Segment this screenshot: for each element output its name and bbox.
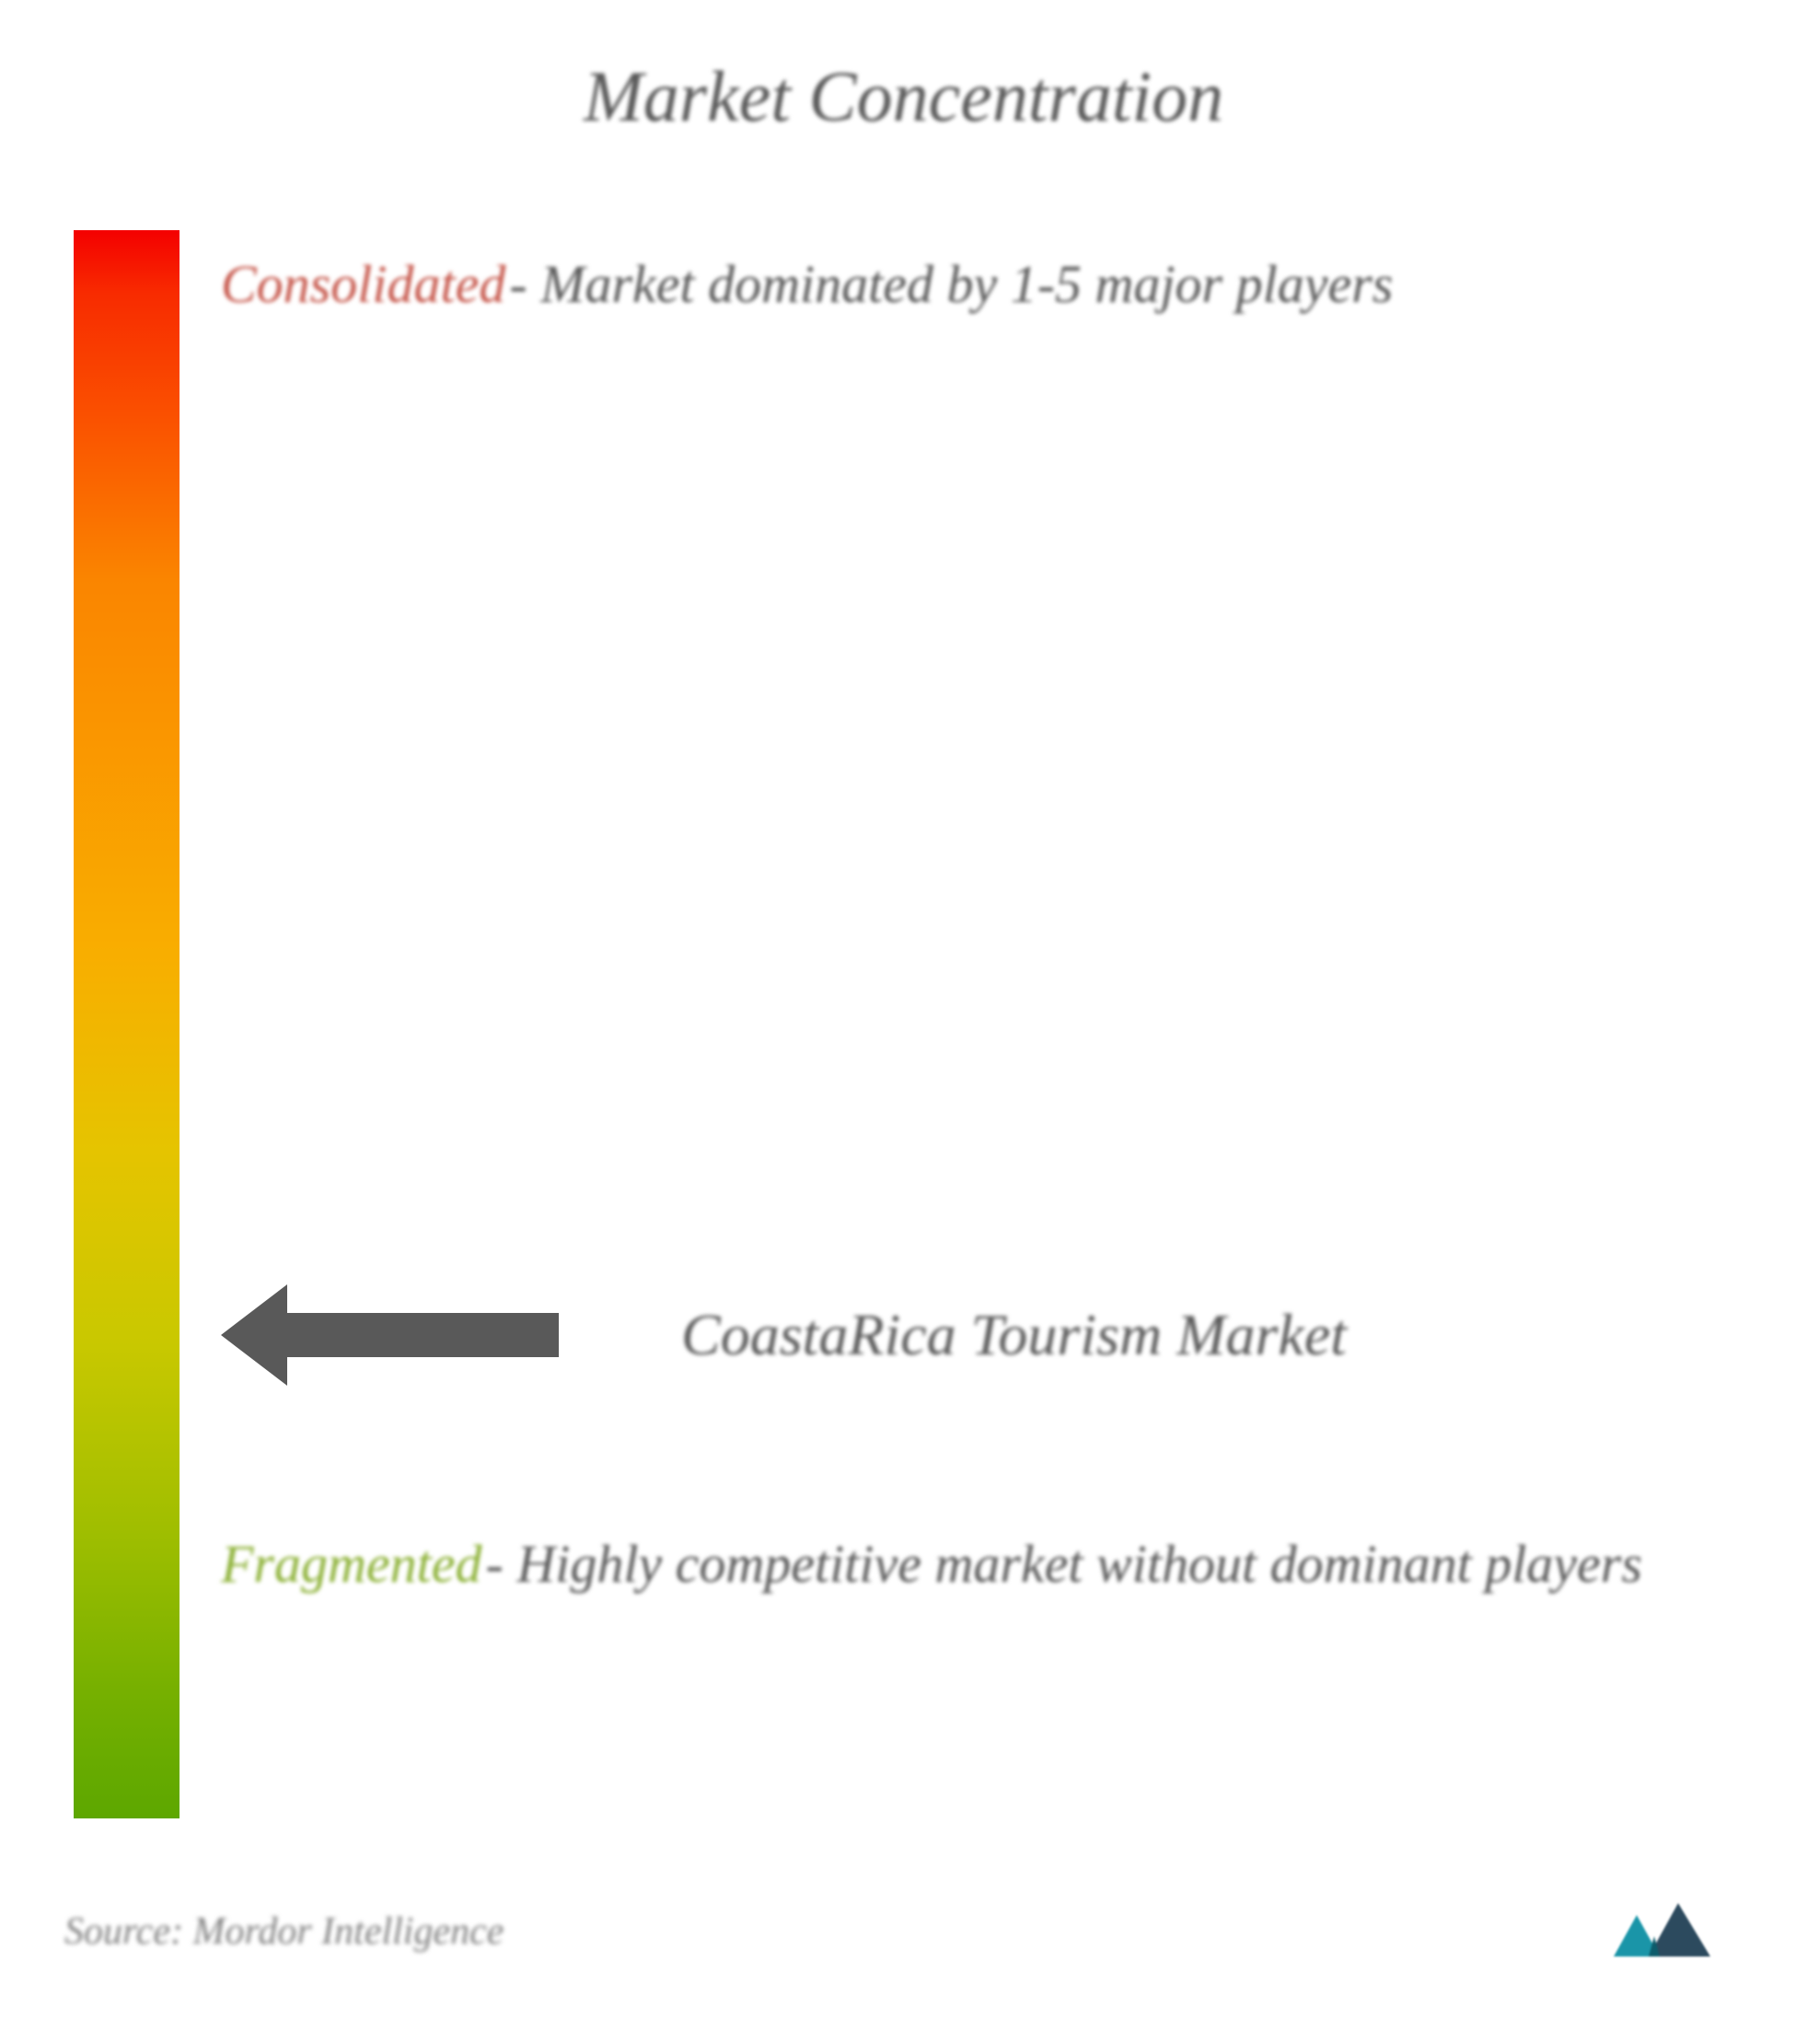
arrow-shaft xyxy=(287,1313,559,1357)
left-arrow-icon xyxy=(221,1284,571,1386)
logo-icon xyxy=(1604,1892,1743,1970)
labels-area: Consolidated - Market dominated by 1-5 m… xyxy=(180,212,1752,1823)
arrow-head xyxy=(221,1284,287,1386)
fragmented-description: - Highly competitive market without domi… xyxy=(486,1534,1642,1594)
consolidated-label: Consolidated xyxy=(221,254,505,314)
fragmented-block: Fragmented - Highly competitive market w… xyxy=(221,1519,1715,1610)
consolidated-description: - Market dominated by 1-5 major players xyxy=(509,254,1393,314)
footer: Source: Mordor Intelligence xyxy=(64,1892,1743,1970)
concentration-gradient-bar xyxy=(74,230,180,1818)
market-name: CoastaRica Tourism Market xyxy=(681,1301,1347,1369)
page-title: Market Concentration xyxy=(55,55,1752,138)
infographic-container: Market Concentration Consolidated - Mark… xyxy=(0,0,1807,2044)
consolidated-block: Consolidated - Market dominated by 1-5 m… xyxy=(221,239,1715,331)
source-text: Source: Mordor Intelligence xyxy=(64,1910,504,1954)
market-indicator-row: CoastaRica Tourism Market xyxy=(221,1284,1715,1386)
content-area: Consolidated - Market dominated by 1-5 m… xyxy=(55,212,1752,1823)
fragmented-label: Fragmented xyxy=(221,1534,482,1594)
